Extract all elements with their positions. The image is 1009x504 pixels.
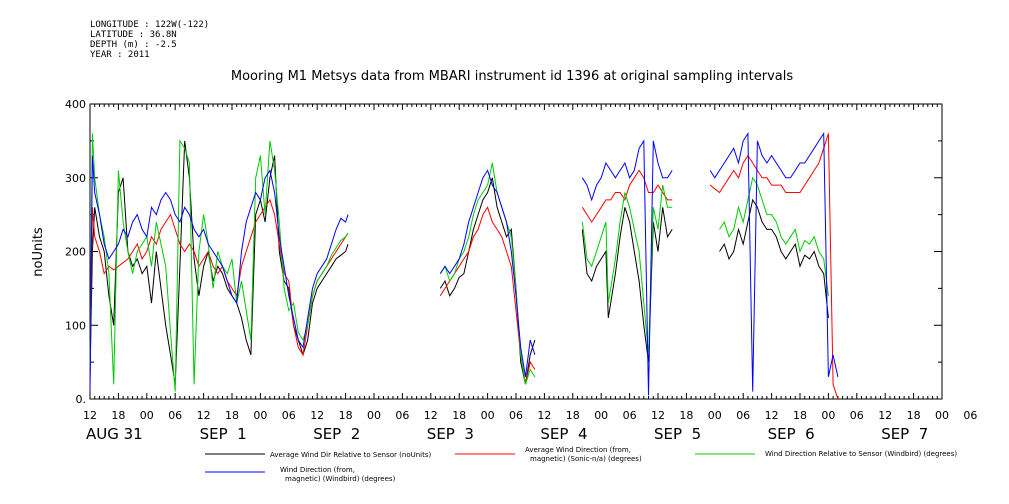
series-line bbox=[581, 207, 673, 363]
x-tick-labels: 12 18 00 06 12 18 00 06 12 18 00 06 12 18 00 06 12 18 00 06… bbox=[83, 409, 977, 422]
date-label: SEP 6 bbox=[768, 425, 815, 443]
x-tick-label: 18 bbox=[793, 409, 807, 422]
x-tick-label: 00 bbox=[708, 409, 722, 422]
x-tick-label: 00 bbox=[821, 409, 835, 422]
date-label: SEP 2 bbox=[313, 425, 360, 443]
y-tick-label: 300 bbox=[65, 172, 86, 185]
y-tick-labels: 0. 100 200 300 400 bbox=[65, 98, 86, 406]
series-2 bbox=[89, 133, 839, 400]
series-line bbox=[89, 140, 349, 385]
y-tick-label: 100 bbox=[65, 319, 86, 332]
series-line bbox=[89, 155, 349, 392]
data-series bbox=[89, 131, 839, 400]
series-line bbox=[89, 198, 349, 385]
x-tick-label: 18 bbox=[339, 409, 353, 422]
series-line bbox=[581, 169, 673, 223]
legend-label: Wind Direction (from, bbox=[280, 466, 355, 474]
x-tick-label: 18 bbox=[566, 409, 580, 422]
x-tick-label: 00 bbox=[594, 409, 608, 422]
x-tick-label: 18 bbox=[225, 409, 239, 422]
x-tick-label: 12 bbox=[197, 409, 211, 422]
x-tick-label: 00 bbox=[367, 409, 381, 422]
x-tick-label: 12 bbox=[424, 409, 438, 422]
x-tick-label: 06 bbox=[509, 409, 523, 422]
date-label: SEP 5 bbox=[654, 425, 701, 443]
y-tick-label: 0. bbox=[76, 393, 87, 406]
depth-label: DEPTH (m) : -2.5 bbox=[90, 40, 177, 50]
year-label: YEAR : 2011 bbox=[90, 50, 150, 60]
x-tick-label: 06 bbox=[736, 409, 750, 422]
x-tick-label: 06 bbox=[963, 409, 977, 422]
legend-label: Average Wind Dir Relative to Sensor (noU… bbox=[270, 451, 431, 459]
x-tick-label: 12 bbox=[651, 409, 665, 422]
chart-title: Mooring M1 Metsys data from MBARI instru… bbox=[231, 69, 793, 84]
latitude-label: LATITUDE : 36.8N bbox=[90, 30, 177, 40]
x-tick-label: 06 bbox=[395, 409, 409, 422]
x-tick-label: 12 bbox=[765, 409, 779, 422]
date-label: SEP 3 bbox=[427, 425, 474, 443]
axis-ticks bbox=[89, 103, 943, 400]
legend: Average Wind Dir Relative to Sensor (noU… bbox=[205, 446, 957, 483]
x-tick-label: 00 bbox=[253, 409, 267, 422]
legend-label-line2: magnetic) (Windbird) (degrees) bbox=[285, 475, 396, 483]
series-line bbox=[709, 131, 839, 392]
date-label: SEP 7 bbox=[881, 425, 928, 443]
series-4 bbox=[89, 131, 839, 396]
date-label: SEP 4 bbox=[540, 425, 587, 443]
date-labels: AUG 31 SEP 1 SEP 2 SEP 3 SEP 4 SEP 5 SEP 6 SEP … bbox=[86, 425, 928, 443]
x-tick-label: 06 bbox=[168, 409, 182, 422]
longitude-label: LONGITUDE : 122W(-122) bbox=[90, 20, 210, 30]
x-tick-label: 06 bbox=[850, 409, 864, 422]
x-tick-label: 18 bbox=[111, 409, 125, 422]
y-tick-label: 200 bbox=[65, 246, 86, 259]
x-tick-label: 06 bbox=[623, 409, 637, 422]
series-line bbox=[439, 162, 536, 385]
x-tick-label: 12 bbox=[537, 409, 551, 422]
x-tick-label: 18 bbox=[452, 409, 466, 422]
series-line bbox=[719, 198, 829, 318]
series-line bbox=[89, 133, 349, 392]
x-tick-label: 00 bbox=[481, 409, 495, 422]
legend-label: Wind Direction Relative to Sensor (Windb… bbox=[765, 450, 957, 458]
series-line bbox=[581, 184, 673, 355]
legend-label-line2: magnetic) (Sonic-n/a) (degrees) bbox=[530, 455, 642, 463]
x-tick-label: 18 bbox=[679, 409, 693, 422]
series-line bbox=[709, 133, 839, 400]
series-line bbox=[719, 176, 829, 296]
x-tick-label: 12 bbox=[878, 409, 892, 422]
metadata-block: LONGITUDE : 122W(-122) LATITUDE : 36.8N … bbox=[90, 20, 209, 60]
date-label: SEP 1 bbox=[200, 425, 247, 443]
series-line bbox=[581, 139, 673, 396]
series-line bbox=[439, 206, 536, 385]
x-tick-label: 06 bbox=[282, 409, 296, 422]
x-tick-label: 00 bbox=[935, 409, 949, 422]
x-tick-label: 12 bbox=[310, 409, 324, 422]
y-tick-label: 400 bbox=[65, 98, 86, 111]
x-tick-label: 18 bbox=[907, 409, 921, 422]
x-tick-label: 12 bbox=[83, 409, 97, 422]
series-line bbox=[439, 169, 536, 377]
legend-label: Average Wind Direction (from, bbox=[525, 446, 631, 454]
y-axis-label: noUnits bbox=[31, 227, 46, 277]
x-tick-label: 00 bbox=[140, 409, 154, 422]
date-label: AUG 31 bbox=[86, 425, 143, 443]
